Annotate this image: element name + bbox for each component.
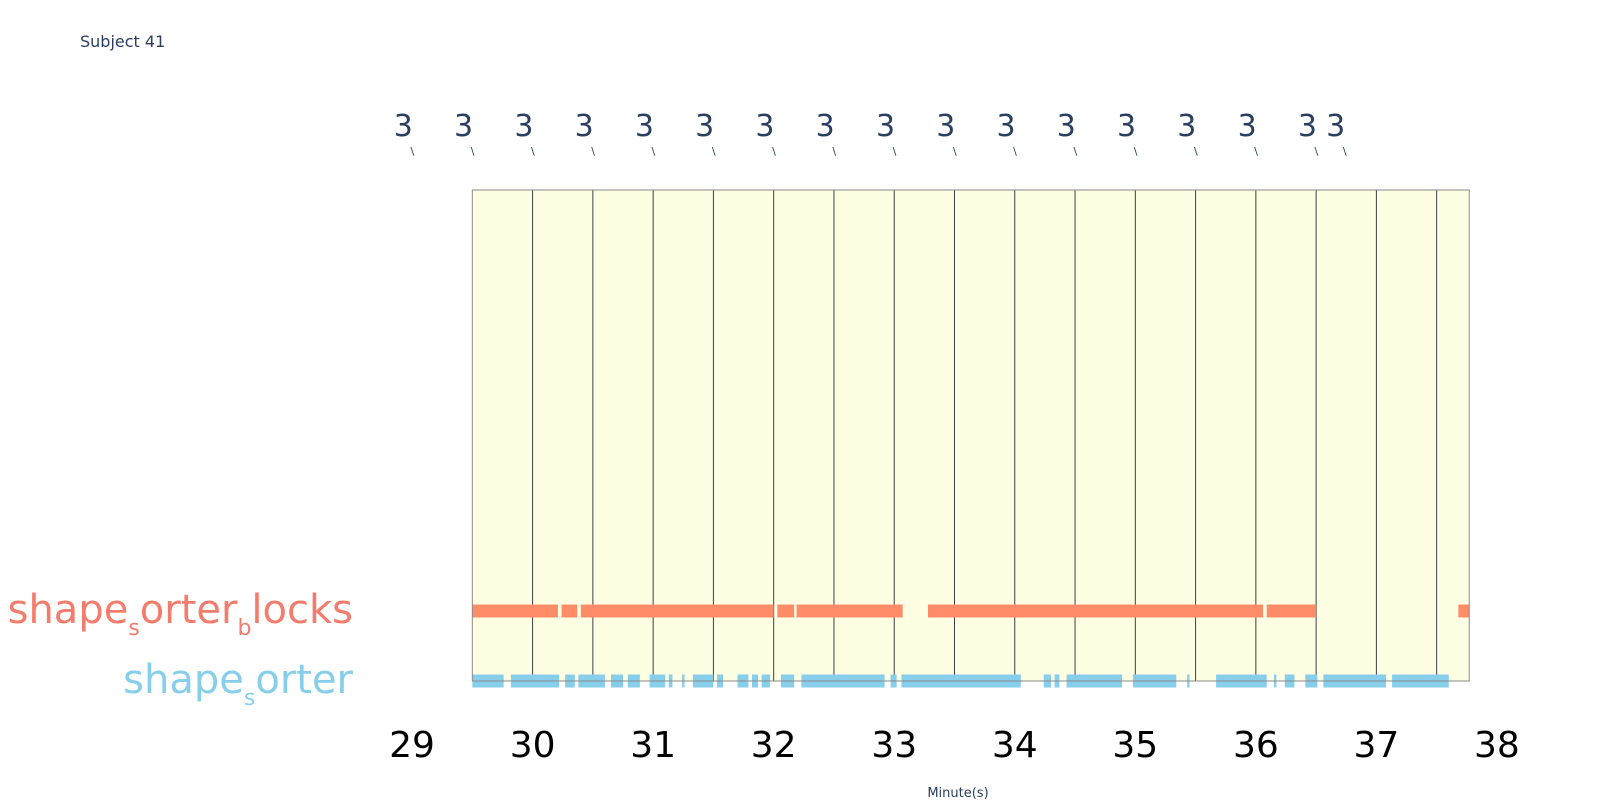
top-marker-label: 3	[1298, 109, 1317, 144]
top-marker-sublabel: \	[1194, 145, 1198, 158]
top-marker-label: 3	[695, 109, 714, 144]
label-part: locks	[251, 587, 353, 633]
top-marker-sublabel: \	[712, 145, 716, 158]
top-marker-label: 3	[514, 109, 533, 144]
top-marker-label: 3	[755, 109, 774, 144]
shape_sorter_blocks-segment	[1266, 604, 1317, 618]
shape_sorter_blocks-segment	[1458, 604, 1470, 618]
shape_sorter_blocks-segment	[796, 604, 903, 618]
top-marker-sublabel: \	[1134, 145, 1138, 158]
top-marker-label: 3	[394, 109, 413, 144]
label-part: orter	[255, 657, 353, 703]
shape_sorter-label: shapesorter	[123, 657, 353, 711]
top-marker-label: 3	[1238, 109, 1257, 144]
label-part: b	[237, 616, 251, 641]
top-marker-label: 3	[1326, 109, 1345, 144]
x-tick-label: 37	[1353, 725, 1399, 766]
label-part: shape	[123, 657, 244, 703]
shape_sorter_blocks-label: shapesorterblocks	[8, 587, 353, 641]
top-marker-label: 3	[1057, 109, 1076, 144]
top-marker-label: 3	[936, 109, 955, 144]
x-tick-label: 29	[389, 725, 435, 766]
shape_sorter_blocks-segment	[777, 604, 795, 618]
top-marker-label: 3	[575, 109, 594, 144]
top-marker-sublabel: \	[591, 145, 595, 158]
top-marker-sublabel: \	[953, 145, 957, 158]
x-tick-label: 36	[1233, 725, 1279, 766]
top-marker-label: 3	[996, 109, 1015, 144]
label-part: orter	[140, 587, 238, 633]
top-marker-label: 3	[1177, 109, 1196, 144]
label-part: s	[128, 616, 139, 641]
shape_sorter_blocks-segment	[561, 604, 578, 618]
label-part: s	[244, 686, 255, 711]
shape_sorter_blocks-segment	[580, 604, 774, 618]
top-marker-sublabel: \	[772, 145, 776, 158]
x-tick-label: 34	[992, 725, 1038, 766]
x-tick-label: 38	[1474, 725, 1520, 766]
top-marker-label: 3	[454, 109, 473, 144]
top-marker-label: 3	[635, 109, 654, 144]
x-tick-label: 32	[751, 725, 797, 766]
x-tick-label: 31	[630, 725, 676, 766]
top-marker-sublabel: \	[652, 145, 656, 158]
top-marker-sublabel: \	[1013, 145, 1017, 158]
top-marker-sublabel: \	[893, 145, 897, 158]
top-marker-label: 3	[1117, 109, 1136, 144]
x-tick-label: 30	[510, 725, 556, 766]
top-marker-sublabel: \	[1073, 145, 1077, 158]
shape_sorter_blocks-segment	[927, 604, 1264, 618]
top-marker-sublabel: \	[531, 145, 535, 158]
shape_sorter_blocks-segment	[472, 604, 558, 618]
x-tick-label: 35	[1112, 725, 1158, 766]
top-marker-label: 3	[816, 109, 835, 144]
top-marker-sublabel: \	[471, 145, 475, 158]
top-marker-sublabel: \	[1254, 145, 1258, 158]
subject-label: Subject 41	[80, 32, 166, 51]
x-axis-title: Minute(s)	[927, 786, 988, 800]
top-marker-sublabel: \	[832, 145, 836, 158]
top-marker-sublabel: \	[1343, 145, 1347, 158]
top-marker-label: 3	[876, 109, 895, 144]
x-tick-label: 33	[871, 725, 917, 766]
label-part: shape	[8, 587, 129, 633]
top-marker-sublabel: \	[1315, 145, 1319, 158]
plot-frame	[471, 189, 1470, 682]
shaded-region	[472, 190, 1470, 681]
top-marker-sublabel: \	[410, 145, 414, 158]
